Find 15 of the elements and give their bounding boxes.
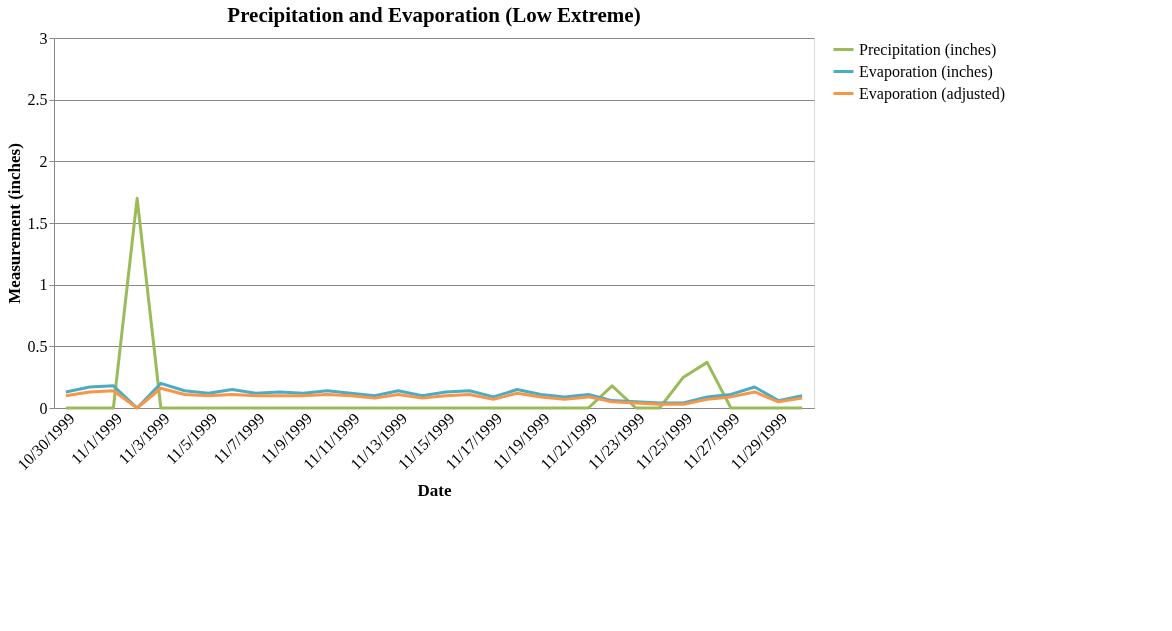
line-series	[64, 386, 804, 410]
y-tick-label: 1.5	[27, 214, 48, 232]
y-tick-label: 3	[39, 29, 48, 47]
y-tick-label: 0	[39, 399, 48, 417]
legend-label: Evaporation (inches)	[859, 62, 993, 81]
line-series	[64, 196, 804, 410]
y-tick-label: 0.5	[27, 337, 48, 355]
x-axis-title: Date	[417, 481, 452, 501]
y-tick-label: 2.5	[27, 91, 48, 109]
y-tick-label: 2	[39, 152, 48, 170]
y-axis-title: Measurement (inches)	[4, 143, 24, 304]
legend-label: Evaporation (adjusted)	[859, 84, 1006, 103]
chart-title: Precipitation and Evaporation (Low Extreme)	[227, 3, 641, 27]
y-tick-label: 1	[39, 276, 48, 294]
legend-label: Precipitation (inches)	[859, 40, 997, 59]
